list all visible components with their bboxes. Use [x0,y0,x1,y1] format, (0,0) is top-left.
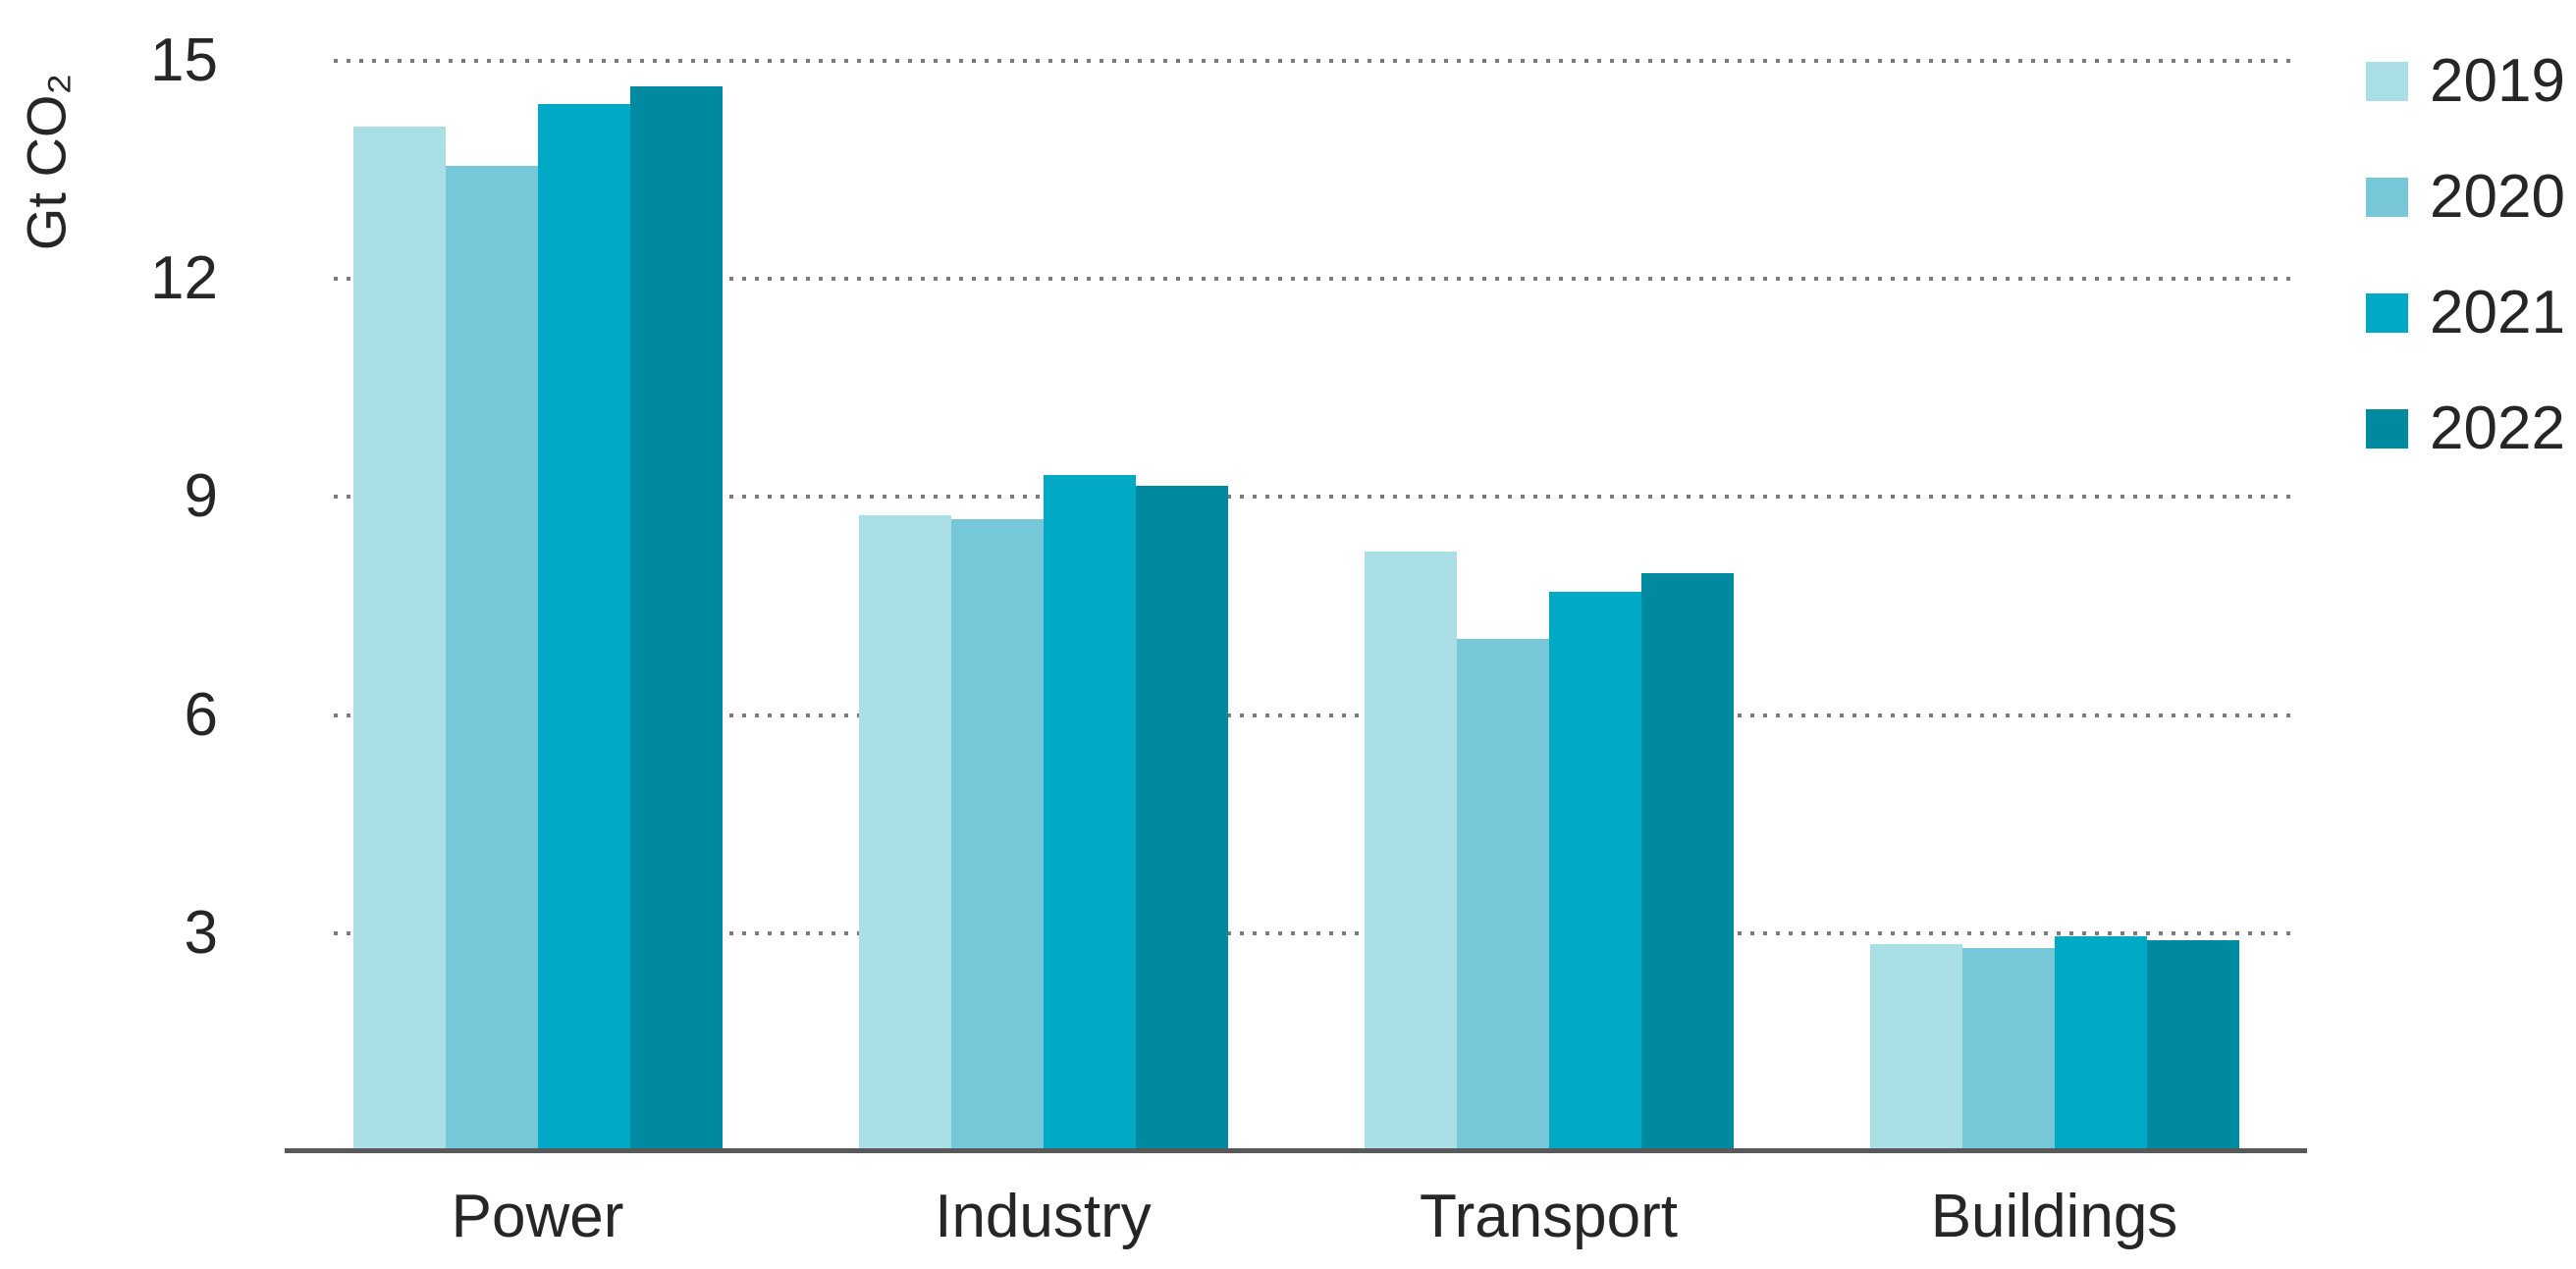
legend-swatch-2020 [2366,178,2408,217]
y-tick-label-15: 15 [150,26,218,94]
bar-power-2021 [537,104,630,1151]
y-tick-label-6: 6 [184,680,218,749]
x-axis-label-industry: Industry [935,1183,1152,1250]
bar-power-2019 [352,126,446,1151]
legend-label-2020: 2020 [2430,163,2565,231]
gridline-3 [334,930,2297,935]
x-axis-label-transport: Transport [1419,1183,1679,1250]
gridline-12 [334,277,2297,282]
y-tick-label-3: 3 [184,898,218,967]
legend-label-2021: 2021 [2430,279,2565,346]
bar-transport-2022 [1640,573,1734,1151]
bar-industry-2021 [1043,475,1136,1151]
legend-item-2022: 2022 [2366,397,2565,461]
legend-item-2021: 2021 [2366,281,2565,345]
gridline-6 [334,713,2297,717]
bar-buildings-2019 [1869,943,1962,1151]
legend-swatch-2022 [2366,409,2408,449]
legend-swatch-2019 [2366,62,2408,101]
bar-buildings-2021 [2054,936,2147,1151]
bar-industry-2020 [950,518,1044,1151]
legend-item-2020: 2020 [2366,165,2565,230]
x-axis-label-buildings: Buildings [1930,1183,2178,1250]
bar-transport-2020 [1456,638,1549,1151]
bar-buildings-2022 [2146,940,2239,1151]
bar-power-2022 [629,85,723,1151]
x-axis-line [285,1148,2307,1153]
bar-transport-2021 [1548,591,1641,1151]
legend-swatch-2021 [2366,293,2408,333]
legend-label-2022: 2022 [2430,395,2565,462]
bar-power-2020 [445,166,538,1151]
y-tick-label-12: 12 [150,244,218,313]
y-tick-label-9: 9 [184,462,218,531]
x-axis-label-power: Power [451,1183,624,1250]
bar-industry-2022 [1135,486,1228,1151]
bar-transport-2019 [1364,551,1457,1151]
legend-item-2019: 2019 [2366,49,2565,114]
gridline-9 [334,495,2297,500]
gridline-15 [334,58,2297,63]
bar-industry-2019 [858,514,951,1151]
bar-buildings-2020 [1961,947,2055,1151]
legend-label-2019: 2019 [2430,47,2565,115]
